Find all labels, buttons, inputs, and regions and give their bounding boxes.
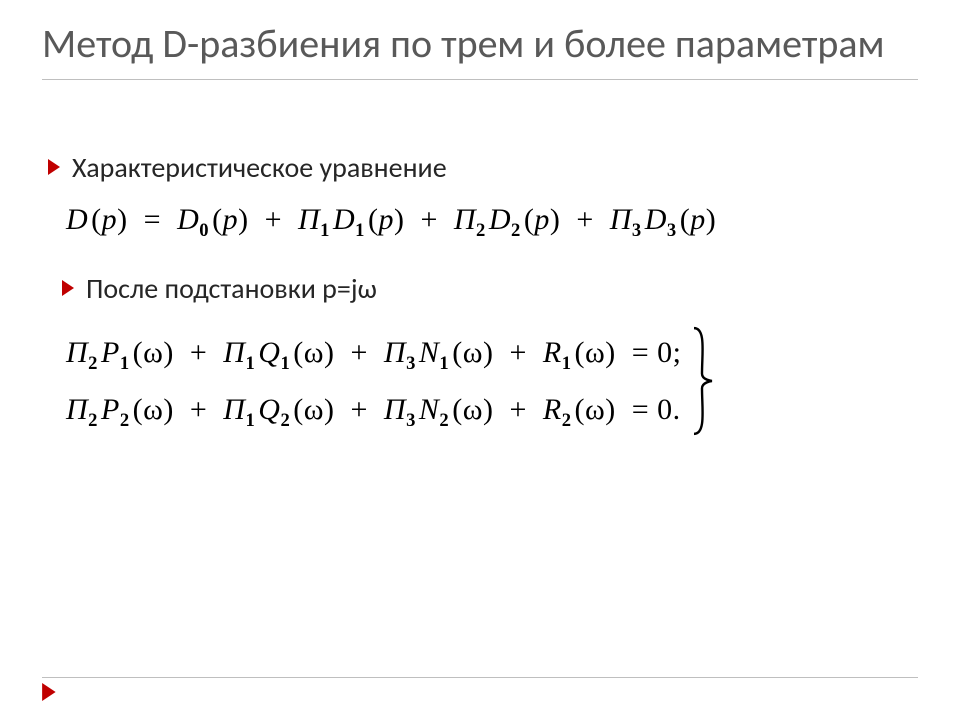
equation-system-row-2: П2 P2 (ω) + П1 Q2 (ω) + П3 N2 (ω) + R2 (… [66,381,682,438]
title-block: Метод D-разбиения по трем и более параме… [42,20,918,80]
footer-rule [42,677,918,678]
slide-title: Метод D-разбиения по трем и более параме… [42,20,918,67]
right-brace-icon [688,324,714,438]
bullet-2: После подстановки p=jω [62,271,912,306]
bullet-1: Характеристическое уравнение [48,150,912,185]
title-rule [42,79,918,80]
bullet-2-text: После подстановки p=jω [86,271,377,306]
slide: Метод D-разбиения по трем и более параме… [0,0,960,720]
equation-system-rows: П2 P1 (ω) + П1 Q1 (ω) + П3 N1 (ω) + R1 (… [66,324,682,438]
equation-characteristic: D (p) = D0 (p) + П1 D1 (p) + П2 D2 (p) +… [66,203,912,237]
bullet-arrow-icon [48,159,62,180]
body: Характеристическое уравнение D (p) = D0 … [48,150,912,438]
equation-system-row-1: П2 P1 (ω) + П1 Q1 (ω) + П3 N1 (ω) + R1 (… [66,324,682,381]
footer-arrow-icon [42,683,58,706]
bullet-arrow-icon [62,280,76,301]
bullet-1-text: Характеристическое уравнение [72,150,447,185]
equation-system: П2 P1 (ω) + П1 Q1 (ω) + П3 N1 (ω) + R1 (… [66,324,912,438]
